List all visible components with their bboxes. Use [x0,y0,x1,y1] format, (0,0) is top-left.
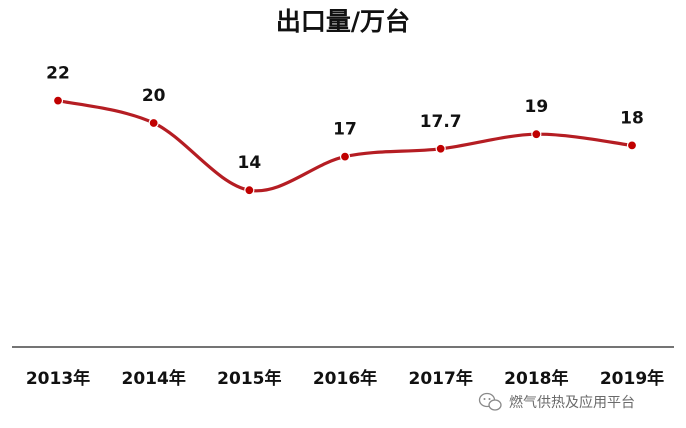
x-axis-ticks: 2013年 2014年 2015年 2016年 2017年 2018年 2019年 [26,368,664,389]
data-point [531,129,542,140]
data-label: 14 [237,153,261,173]
x-tick-label: 2015年 [217,368,281,389]
data-label: 22 [46,64,70,84]
chart-title: 出口量/万台 [276,7,410,36]
x-tick-label: 2017年 [409,368,473,389]
watermark-text: 燃气供热及应用平台 [509,394,635,411]
data-point [626,140,638,151]
x-tick-label: 2013年 [26,368,90,389]
data-point [435,143,446,154]
data-label: 17 [333,120,357,140]
data-label: 19 [524,97,548,117]
x-tick-label: 2016年 [313,368,377,389]
data-point [52,95,64,106]
wechat-icon [478,392,502,411]
data-point [148,117,159,129]
watermark: 燃气供热及应用平台 [478,392,635,411]
data-label: 17.7 [420,112,462,132]
data-label: 18 [620,108,644,128]
x-tick-label: 2014年 [122,368,186,389]
x-tick-label: 2018年 [504,368,568,389]
x-tick-label: 2019年 [600,368,664,389]
data-point [244,185,255,196]
data-label: 20 [142,86,166,106]
data-point [339,151,351,162]
plot-area: 22 20 14 17 17.7 19 18 [46,64,644,196]
